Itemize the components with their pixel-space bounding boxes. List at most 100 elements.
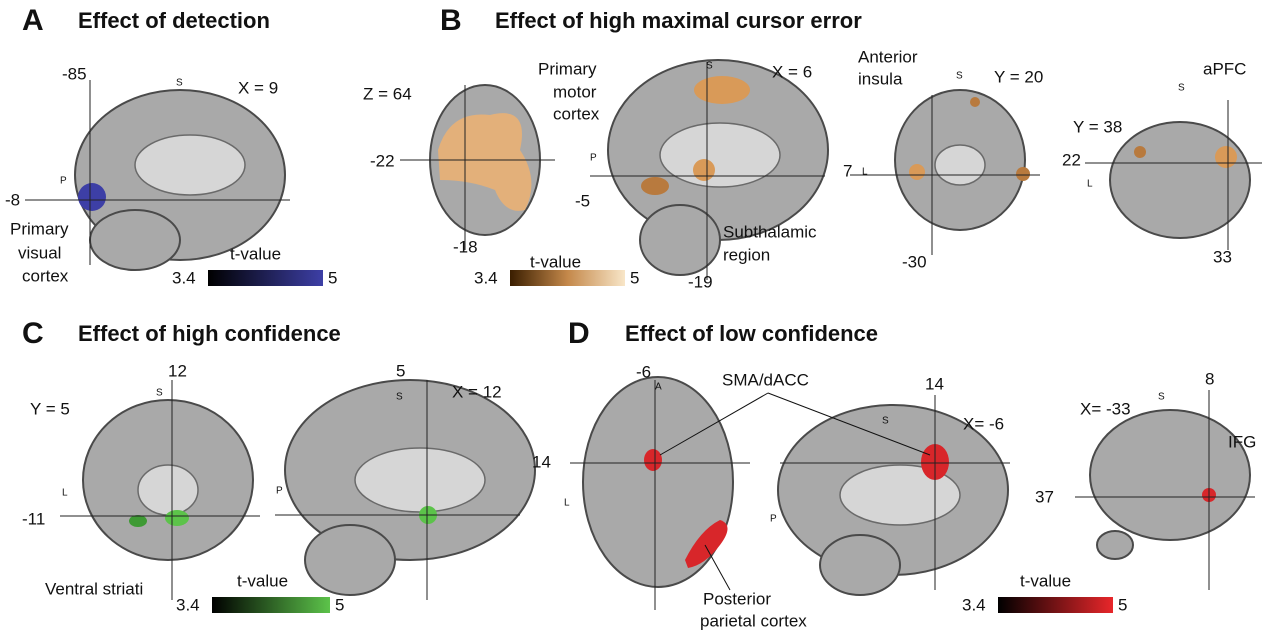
cerebellum bbox=[640, 205, 720, 275]
annotation: X = 6 bbox=[772, 62, 812, 81]
annotation: insula bbox=[858, 69, 903, 88]
annotation: visual bbox=[18, 243, 61, 262]
panel-letter: B bbox=[440, 4, 462, 37]
activation-blob bbox=[694, 76, 750, 104]
panel-letter: C bbox=[22, 317, 44, 350]
annotation: P bbox=[60, 176, 67, 187]
colorbar bbox=[998, 597, 1113, 613]
activation-blob bbox=[1134, 146, 1146, 158]
activation-blob bbox=[1215, 146, 1237, 168]
pointer-line bbox=[705, 545, 730, 590]
annotation: Primary bbox=[538, 59, 597, 78]
activation-blob bbox=[693, 159, 715, 181]
annotation: 33 bbox=[1213, 247, 1232, 266]
annotation: 14 bbox=[925, 374, 944, 393]
activation-blob bbox=[641, 177, 669, 195]
annotation: Z = 64 bbox=[363, 84, 412, 103]
colorbar-title: t-value bbox=[1020, 571, 1071, 590]
annotation: -18 bbox=[453, 237, 478, 256]
annotation: X = 12 bbox=[452, 382, 502, 401]
activation-blob bbox=[165, 510, 189, 526]
annotation: 12 bbox=[168, 361, 187, 380]
colorbar bbox=[212, 597, 330, 613]
cerebellum bbox=[305, 525, 395, 595]
panel-letter: D bbox=[568, 317, 590, 350]
annotation: 8 bbox=[1205, 369, 1214, 388]
annotation: region bbox=[723, 245, 770, 264]
panel-title: Effect of low confidence bbox=[625, 321, 878, 346]
annotation: Primary bbox=[10, 219, 69, 238]
annotation: Posterior bbox=[703, 589, 771, 608]
annotation: S bbox=[1178, 83, 1185, 94]
annotation: Ventral striati bbox=[45, 579, 143, 598]
annotation: X= -6 bbox=[963, 414, 1004, 433]
annotation: P bbox=[276, 486, 283, 497]
colorbar-title: t-value bbox=[237, 571, 288, 590]
annotation: -19 bbox=[688, 272, 713, 291]
annotation: aPFC bbox=[1203, 59, 1246, 78]
colorbar-title: t-value bbox=[230, 244, 281, 263]
annotation: 5 bbox=[396, 361, 405, 380]
annotation: 37 bbox=[1035, 487, 1054, 506]
colorbar-min: 3.4 bbox=[176, 595, 200, 614]
colorbar-max: 5 bbox=[1118, 595, 1127, 614]
panel-title: Effect of detection bbox=[78, 8, 270, 33]
activation-blob bbox=[644, 449, 662, 471]
annotation: -6 bbox=[636, 362, 651, 381]
colorbar-min: 3.4 bbox=[474, 268, 498, 287]
annotation: S bbox=[176, 78, 183, 89]
colorbar bbox=[208, 270, 323, 286]
annotation: X= -33 bbox=[1080, 399, 1131, 418]
brain-slice bbox=[1110, 122, 1250, 238]
annotation: S bbox=[396, 392, 403, 403]
colorbar-max: 5 bbox=[630, 268, 639, 287]
annotation: -30 bbox=[902, 252, 927, 271]
annotation: L bbox=[564, 498, 570, 509]
cerebellum bbox=[820, 535, 900, 595]
brain-detail bbox=[135, 135, 245, 195]
panel-title: Effect of high confidence bbox=[78, 321, 341, 346]
panel-title: Effect of high maximal cursor error bbox=[495, 8, 862, 33]
brain-detail bbox=[935, 145, 985, 185]
annotation: 14 bbox=[532, 452, 551, 471]
annotation: S bbox=[1158, 392, 1165, 403]
annotation: L bbox=[1087, 179, 1093, 190]
brain-detail bbox=[660, 123, 780, 187]
annotation: Y = 38 bbox=[1073, 117, 1122, 136]
annotation: -22 bbox=[370, 151, 395, 170]
annotation: motor bbox=[553, 82, 597, 101]
annotation: SMA/dACC bbox=[722, 370, 809, 389]
colorbar-max: 5 bbox=[335, 595, 344, 614]
annotation: S bbox=[882, 416, 889, 427]
activation-blob bbox=[909, 164, 925, 180]
brain-detail bbox=[355, 448, 485, 512]
annotation: X = 9 bbox=[238, 78, 278, 97]
annotation: Y = 20 bbox=[994, 67, 1043, 86]
cerebellum bbox=[90, 210, 180, 270]
colorbar-min: 3.4 bbox=[962, 595, 986, 614]
annotation: Anterior bbox=[858, 47, 918, 66]
annotation: P bbox=[590, 153, 597, 164]
annotation: Subthalamic bbox=[723, 222, 817, 241]
annotation: -8 bbox=[5, 190, 20, 209]
activation-blob bbox=[129, 515, 147, 527]
activation-blob bbox=[1016, 167, 1030, 181]
colorbar-min: 3.4 bbox=[172, 268, 196, 287]
annotation: cortex bbox=[553, 104, 600, 123]
figure: AEffect of detection-85X = 9SP-8Primaryv… bbox=[0, 0, 1268, 634]
annotation: parietal cortex bbox=[700, 611, 807, 630]
brain-detail bbox=[1097, 531, 1133, 559]
annotation: -5 bbox=[575, 191, 590, 210]
annotation: L bbox=[62, 488, 68, 499]
annotation: -11 bbox=[22, 509, 45, 528]
colorbar bbox=[510, 270, 625, 286]
annotation: IFG bbox=[1228, 432, 1256, 451]
brain-detail bbox=[138, 465, 198, 515]
colorbar-max: 5 bbox=[328, 268, 337, 287]
brain-slice bbox=[1090, 410, 1250, 540]
annotation: Y = 5 bbox=[30, 399, 70, 418]
annotation: cortex bbox=[22, 266, 69, 285]
activation-blob bbox=[78, 183, 106, 211]
annotation: 7 bbox=[843, 161, 852, 180]
annotation: S bbox=[706, 61, 713, 72]
